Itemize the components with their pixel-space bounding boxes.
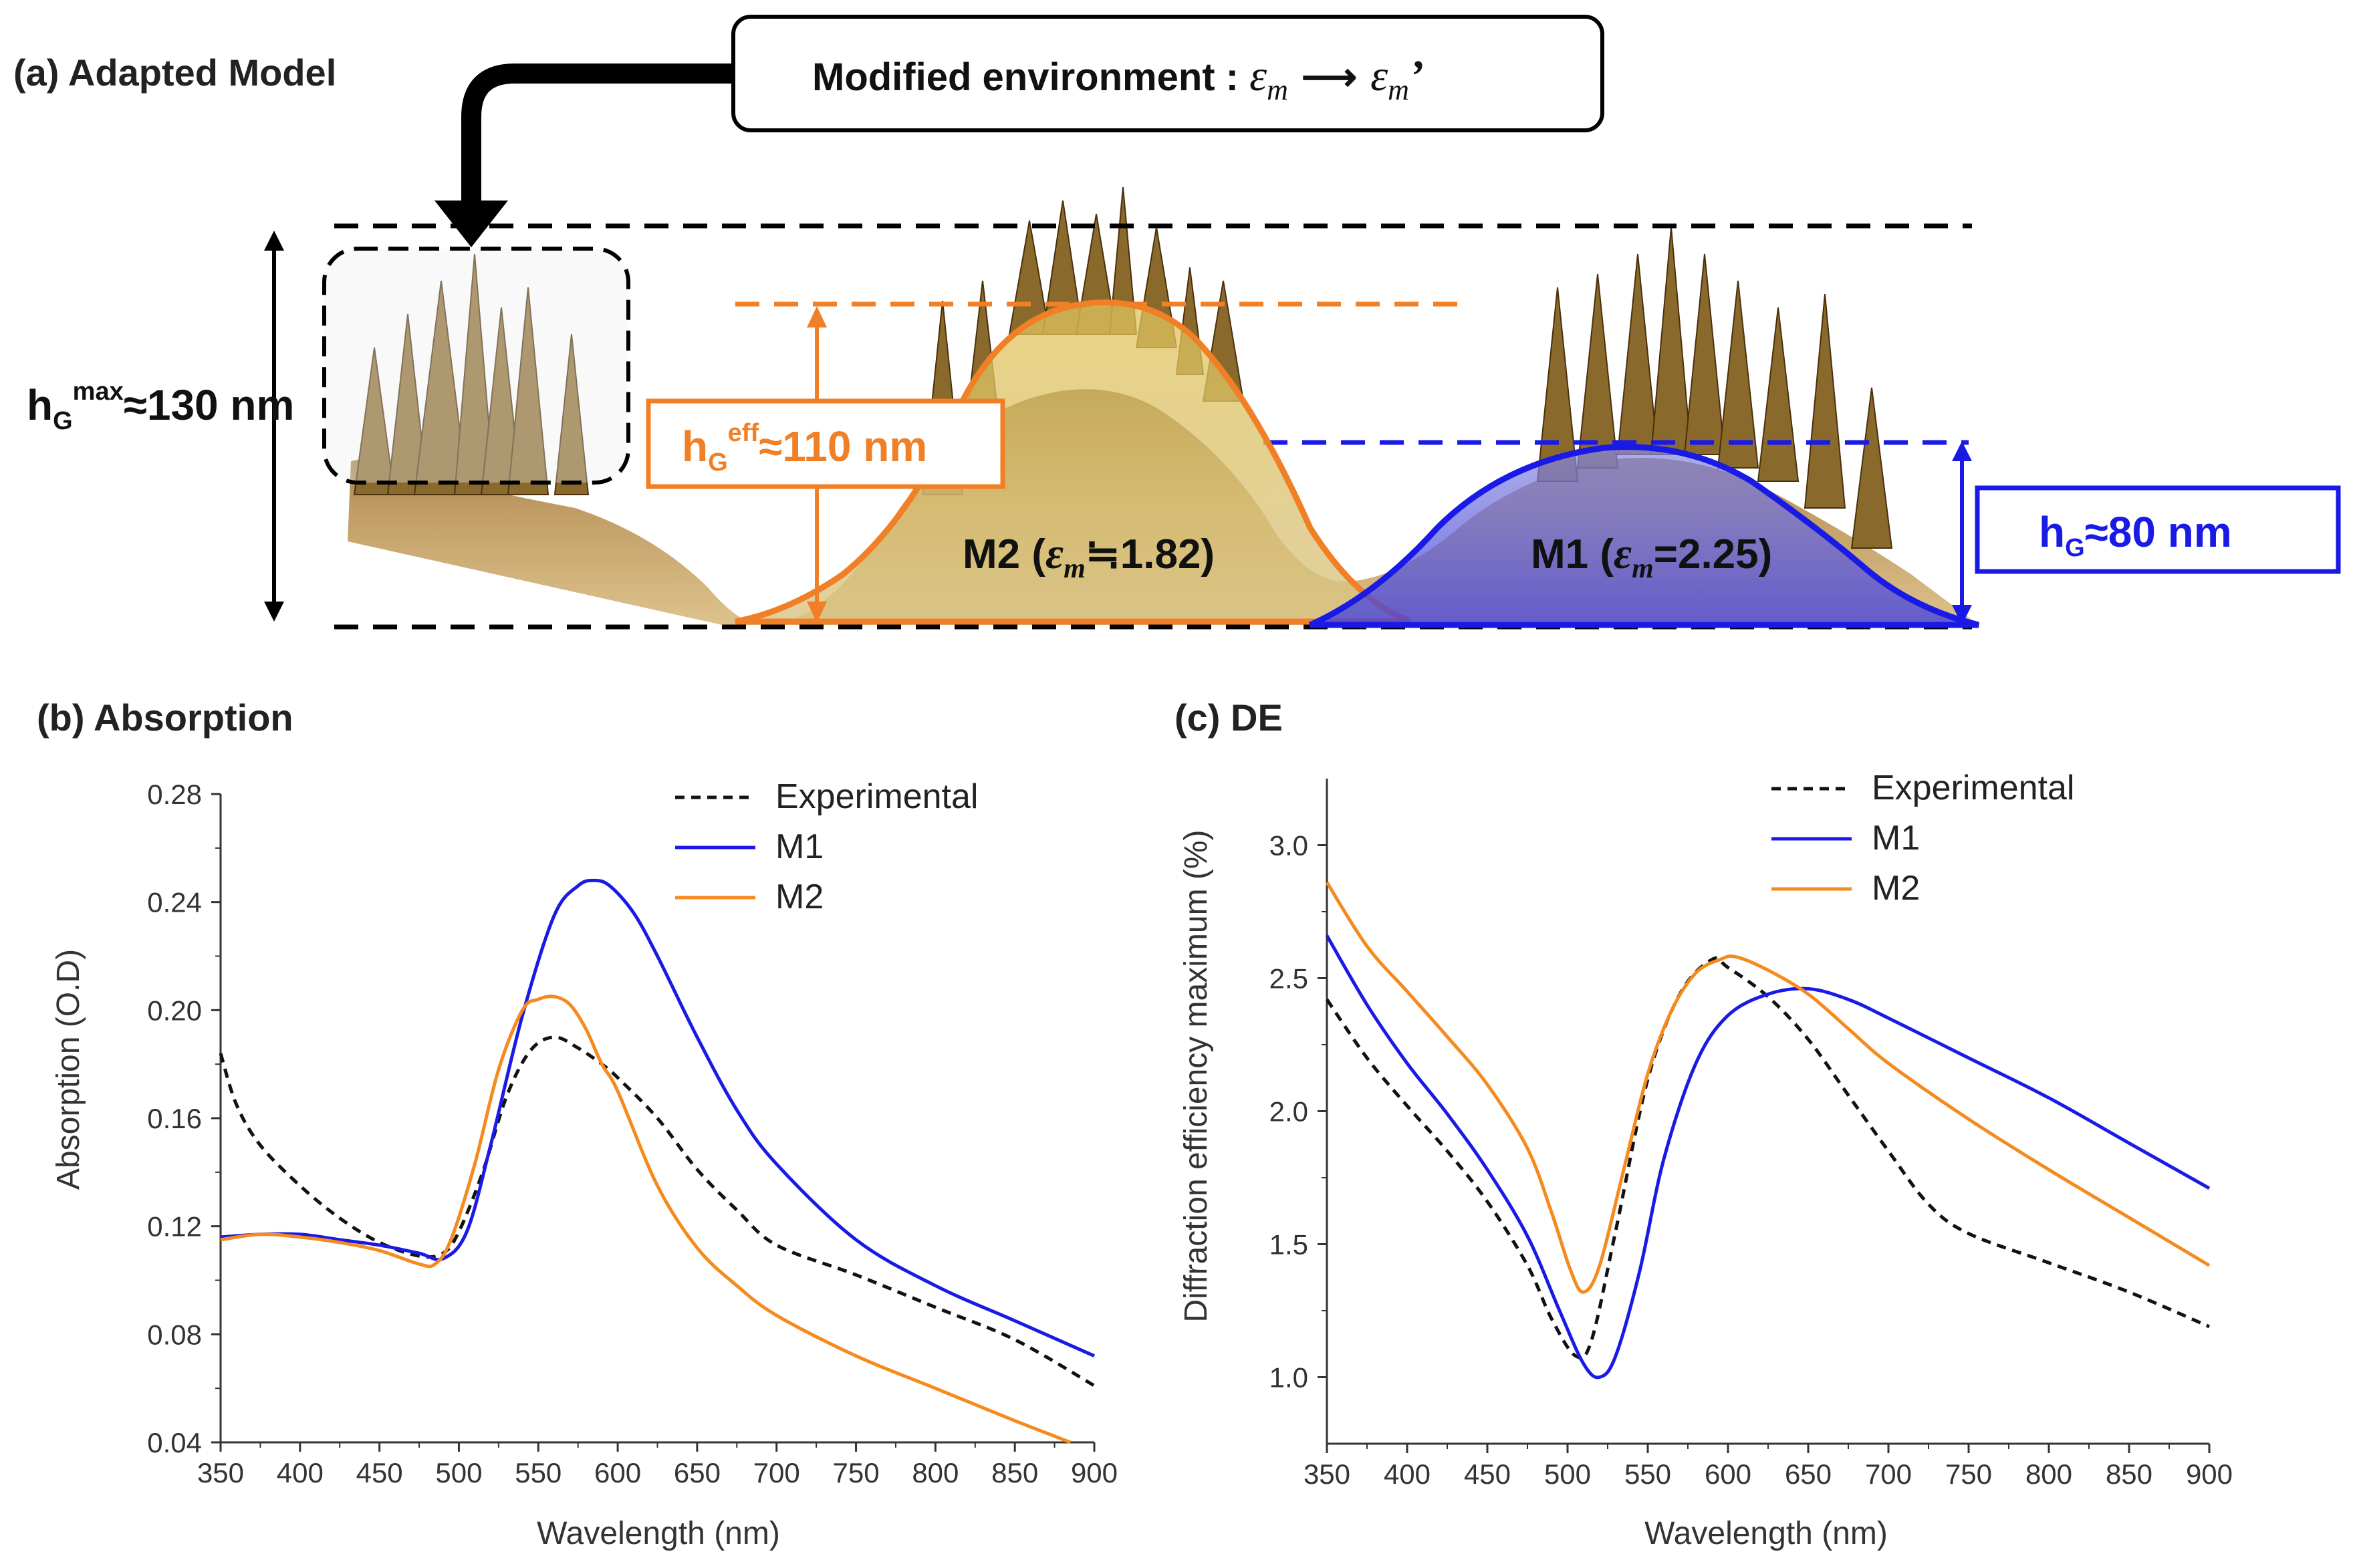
legend-label-experimental: Experimental bbox=[775, 777, 978, 816]
y-tick-label: 0.28 bbox=[147, 779, 202, 810]
x-tick-label: 650 bbox=[1785, 1458, 1832, 1490]
x-tick-label: 700 bbox=[753, 1457, 800, 1488]
x-tick-label: 850 bbox=[2106, 1458, 2152, 1490]
panel-a-title: (a) Adapted Model bbox=[13, 51, 336, 94]
series-experimental-line bbox=[219, 1035, 1096, 1388]
panel-a: (a) Adapted Model Modified environment :… bbox=[13, 15, 2341, 630]
x-tick-label: 650 bbox=[674, 1457, 721, 1488]
x-tick-label: 450 bbox=[356, 1457, 403, 1488]
m2-label: M2 (εm≒1.82) bbox=[963, 529, 1215, 584]
y-tick-label: 0.12 bbox=[147, 1211, 202, 1243]
m1-profile bbox=[1309, 444, 1980, 628]
x-tick-label: 850 bbox=[991, 1457, 1038, 1488]
series-m1-line bbox=[220, 878, 1096, 1357]
x-tick-label: 700 bbox=[1865, 1458, 1912, 1490]
x-tick-label: 750 bbox=[1945, 1458, 1992, 1490]
hg-box bbox=[1975, 485, 2341, 574]
x-tick-label: 800 bbox=[2025, 1458, 2072, 1490]
x-tick-label: 550 bbox=[515, 1457, 562, 1488]
chart-de: (c) DE 350 400 450 500 550 600 650 700 750 800 850… bbox=[1174, 696, 2233, 1551]
legend-label-m1: M1 bbox=[1872, 819, 1920, 858]
y-tick-label: 1.0 bbox=[1269, 1362, 1308, 1394]
heff-label: hGeff≈110 nm bbox=[682, 419, 927, 477]
x-tick-label: 400 bbox=[1384, 1458, 1431, 1490]
x-tick-label: 600 bbox=[1705, 1458, 1751, 1490]
x-tick-label: 350 bbox=[197, 1457, 244, 1488]
m2-profile bbox=[735, 299, 1412, 625]
x-tick-label: 450 bbox=[1464, 1458, 1511, 1490]
chart-c-xlabel: Wavelength (nm) bbox=[1644, 1516, 1888, 1551]
y-tick-label: 0.16 bbox=[147, 1103, 202, 1134]
x-tick-label: 550 bbox=[1624, 1458, 1671, 1490]
y-tick-label: 2.0 bbox=[1269, 1096, 1308, 1128]
series-m2-line bbox=[1325, 881, 2211, 1294]
y-tick-label: 0.24 bbox=[147, 887, 202, 918]
environment-arrow bbox=[461, 63, 733, 211]
x-tick-label: 500 bbox=[1544, 1458, 1591, 1490]
y-tick-label: 0.04 bbox=[147, 1427, 202, 1458]
hg-label: hG≈80 nm bbox=[2039, 508, 2232, 562]
chart-c-title: (c) DE bbox=[1174, 696, 1283, 739]
legend-label-m1: M1 bbox=[775, 827, 824, 866]
x-tick-label: 800 bbox=[912, 1457, 959, 1488]
x-tick-label: 500 bbox=[435, 1457, 482, 1488]
y-tick-label: 1.5 bbox=[1269, 1229, 1308, 1261]
x-tick-label: 900 bbox=[2186, 1458, 2233, 1490]
x-tick-label: 600 bbox=[594, 1457, 641, 1488]
chart-b-title: (b) Absorption bbox=[37, 696, 293, 739]
y-tick-label: 0.08 bbox=[147, 1319, 202, 1350]
chart-b-ylabel: Absorption (O.D) bbox=[51, 949, 86, 1190]
x-tick-label: 900 bbox=[1071, 1457, 1118, 1488]
x-tick-label: 400 bbox=[277, 1457, 324, 1488]
x-tick-label: 350 bbox=[1304, 1458, 1350, 1490]
legend-label-experimental: Experimental bbox=[1872, 769, 2074, 807]
environment-label: Modified environment : εm ⟶ εm’ bbox=[812, 51, 1424, 106]
hmax-label: hGmax≈130 nm bbox=[27, 378, 294, 435]
series-m2-line bbox=[220, 995, 1072, 1444]
y-tick-label: 2.5 bbox=[1269, 963, 1308, 995]
legend-label-m2: M2 bbox=[1872, 869, 1920, 908]
chart-c-ylabel: Diffraction efficiency maximum (%) bbox=[1179, 829, 1214, 1322]
y-tick-label: 0.20 bbox=[147, 995, 202, 1026]
y-tick-label: 3.0 bbox=[1269, 830, 1308, 862]
x-tick-label: 750 bbox=[833, 1457, 880, 1488]
m1-label: M1 (εm=2.25) bbox=[1531, 529, 1772, 584]
series-experimental-line bbox=[1325, 956, 2210, 1360]
chart-absorption: (b) Absorption 350 400 450 500 550 600 650 700 7… bbox=[37, 696, 1118, 1551]
heff-box bbox=[646, 398, 1005, 489]
series-m1-line bbox=[1325, 934, 2211, 1380]
highlight-box bbox=[322, 247, 630, 485]
chart-b-xlabel: Wavelength (nm) bbox=[537, 1516, 780, 1551]
legend-label-m2: M2 bbox=[775, 878, 824, 916]
